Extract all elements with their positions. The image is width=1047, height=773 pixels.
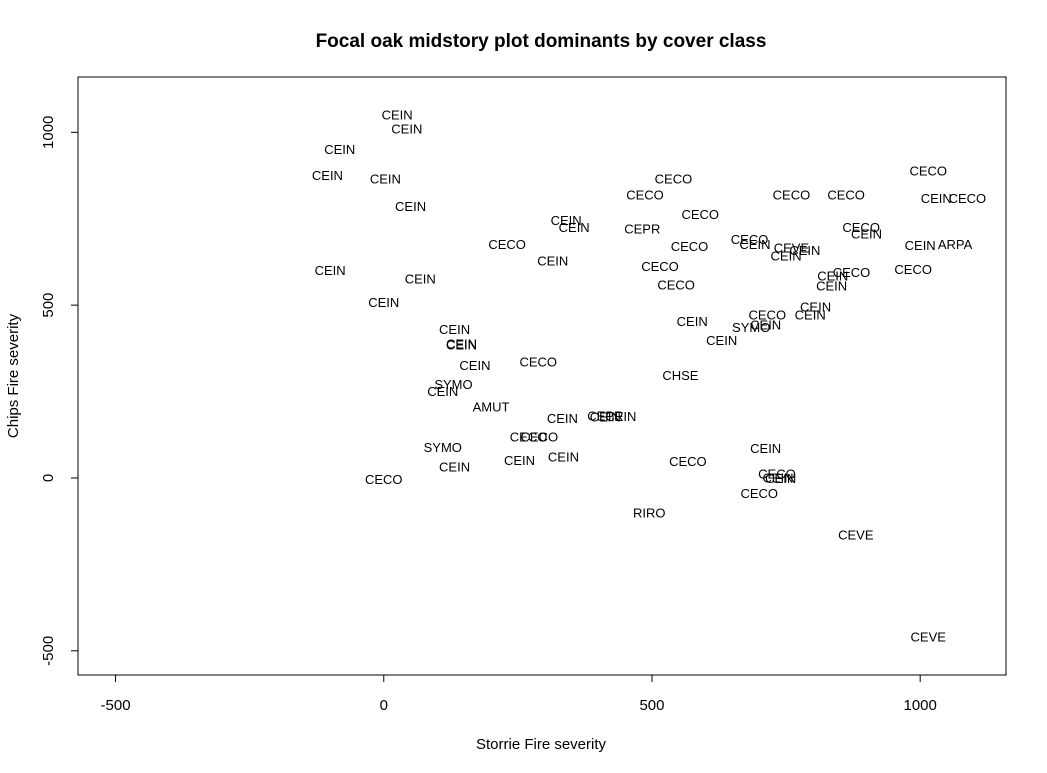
point-label: CEIN (817, 268, 848, 283)
x-tick-label: 500 (639, 697, 664, 714)
point-label: CEIN (446, 337, 477, 352)
point-label: CECO (365, 472, 403, 487)
point-label: CEIN (559, 220, 590, 235)
point-label: SYMO (732, 320, 770, 335)
point-label: CECO (655, 171, 693, 186)
point-label: CECO (641, 259, 679, 274)
point-label: CECO (731, 232, 769, 247)
point-label: CEIN (706, 333, 737, 348)
point-label: CEIN (446, 337, 477, 352)
y-tick-label: 500 (40, 293, 57, 318)
point-label: CECO (827, 188, 865, 203)
point-label: CEIN (789, 243, 820, 258)
point-label: CEIN (427, 384, 458, 399)
x-axis: -500 0 500 1000 (101, 674, 937, 714)
point-label: CEIN (765, 471, 796, 486)
point-label: CEIN (905, 238, 936, 253)
point-label: CEIN (750, 441, 781, 456)
point-label: CEVE (911, 629, 947, 644)
point-label: CECO (894, 262, 932, 277)
point-label: CECO (521, 430, 559, 445)
y-tick-label: -500 (40, 636, 57, 666)
point-label: CEIN (315, 263, 346, 278)
point-label: CECO (626, 188, 664, 203)
plot-frame (77, 76, 1007, 676)
point-label: CEIN (368, 295, 399, 310)
point-label: CECO (833, 265, 871, 280)
x-tick-label: 0 (380, 697, 388, 714)
point-label: CEIN (395, 199, 426, 214)
point-label: CECO (681, 207, 719, 222)
x-tick-label: -500 (101, 697, 131, 714)
point-label: CEIN (439, 322, 470, 337)
point-label: SYMO (424, 440, 462, 455)
point-label: CEIN (312, 168, 343, 183)
point-label: CEIN (537, 253, 568, 268)
point-label: CEPR (624, 222, 660, 237)
x-axis-label: Storrie Fire severity (476, 736, 607, 753)
point-label: CECO (949, 191, 987, 206)
point-label: CECO (749, 307, 787, 322)
point-label: CEIN (547, 411, 578, 426)
point-label: CEIN (771, 249, 802, 264)
point-label: CEIN (851, 226, 882, 241)
point-label: CECO (740, 486, 778, 501)
point-label: CHSE (662, 368, 698, 383)
point-label: CEIN (459, 358, 490, 373)
point-label: CEIN (548, 450, 579, 465)
point-label: CECO (842, 220, 880, 235)
point-label: CEIN (324, 142, 355, 157)
point-label: CEIN (750, 318, 781, 333)
point-label: CEVE (838, 528, 874, 543)
point-label: CECO (773, 188, 811, 203)
x-tick-label: 1000 (903, 697, 936, 714)
y-tick-label: 0 (40, 474, 57, 482)
point-label: SYMO (434, 377, 472, 392)
point-label: CEIN (605, 409, 636, 424)
point-label: CEIN (504, 453, 535, 468)
point-label: CECO (488, 237, 526, 252)
point-label: CEIN (370, 171, 401, 186)
point-label: CECO (510, 430, 548, 445)
point-label: CECO (909, 164, 947, 179)
point-label: RIRO (633, 506, 666, 521)
point-label: CEIN (795, 307, 826, 322)
chart-title: Focal oak midstory plot dominants by cov… (316, 31, 767, 52)
point-label: CEIN (551, 213, 582, 228)
y-axis: -500 0 500 1000 (40, 116, 79, 666)
y-tick-label: 1000 (40, 116, 57, 149)
point-label: AMUT (473, 400, 510, 415)
y-axis-label: Chips Fire severity (5, 313, 22, 438)
point-label: CEIN (382, 108, 413, 123)
point-label: CEIN (762, 470, 793, 485)
point-label: CECO (519, 355, 557, 370)
point-label: CECO (671, 239, 709, 254)
point-label: CECO (657, 278, 695, 293)
point-label: CEIN (590, 410, 621, 425)
point-label: CEIN (921, 191, 952, 206)
point-label: CEIN (800, 299, 831, 314)
point-label: CECO (758, 466, 796, 481)
point-label: CEIN (439, 459, 470, 474)
point-label: CEIN (405, 272, 436, 287)
point-label: ARPA (938, 237, 973, 252)
point-label: CEIN (816, 279, 847, 294)
point-label: CECO (669, 454, 707, 469)
point-label: CEPR (587, 408, 623, 423)
point-label: CEIN (677, 314, 708, 329)
point-label: CEIN (739, 237, 770, 252)
point-label: CEVE (774, 241, 810, 256)
point-label: CEIN (391, 121, 422, 136)
